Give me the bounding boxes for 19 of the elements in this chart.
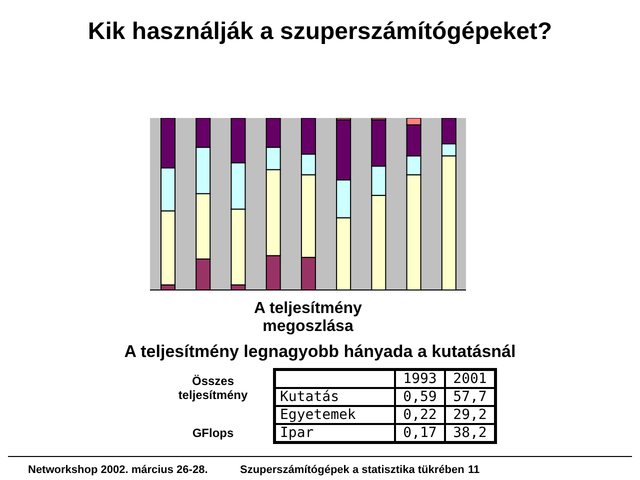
text: 0,17 xyxy=(403,425,437,441)
category-label: 2001 xyxy=(445,370,496,388)
text: A teljesítmény legnagyobb hányada a kutatásnál xyxy=(123,342,517,362)
x-axis-title: A teljesítmény megoszlása xyxy=(253,300,363,336)
category-label: Ipar xyxy=(280,425,314,441)
text: 0,59 xyxy=(403,389,437,405)
chart-title: Kik használják a szuperszámítógépeket? xyxy=(86,18,554,46)
text: Összes teljesítmény xyxy=(177,374,249,402)
text: 0,22 xyxy=(403,407,437,423)
text: 38,2 xyxy=(453,425,487,441)
category-label: Egyetemek xyxy=(280,407,356,423)
text: Networkshop 2002. március 26-28. xyxy=(28,464,208,476)
text: 11 xyxy=(468,464,480,476)
category-label: Kutatás xyxy=(280,389,340,405)
text: 57,7 xyxy=(453,389,487,405)
category-label: 1993 xyxy=(395,370,445,388)
text: 29,2 xyxy=(453,407,487,423)
text: Szuperszámítógépek a statisztika tükrében xyxy=(240,464,464,476)
text: GFlops xyxy=(191,426,235,440)
